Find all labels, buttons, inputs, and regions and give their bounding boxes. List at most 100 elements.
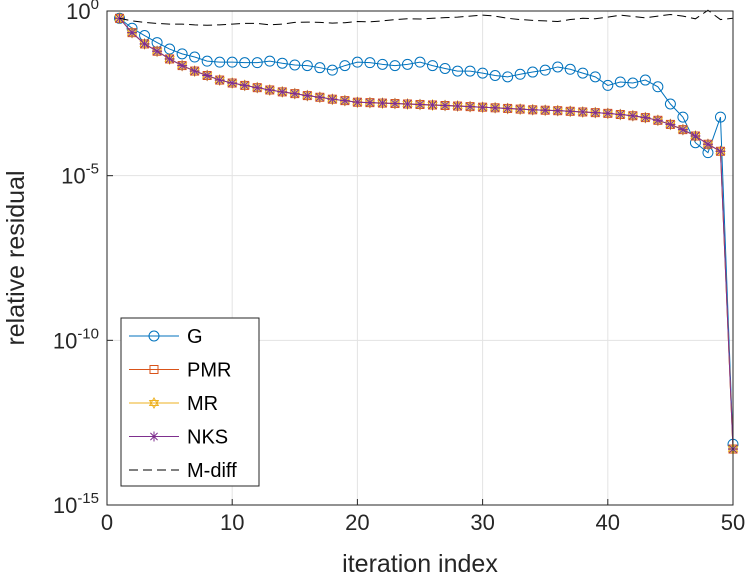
legend-label-g: G — [187, 326, 203, 348]
asterisk-d2 — [365, 98, 374, 107]
data-point-nks — [189, 66, 200, 77]
data-point-nks — [377, 98, 388, 109]
asterisk-d2 — [128, 28, 136, 37]
asterisk-d2 — [391, 99, 399, 108]
asterisk-d2 — [190, 67, 199, 76]
data-point-nks — [302, 90, 313, 101]
x-tick-label: 30 — [470, 510, 494, 535]
asterisk-d2 — [653, 116, 662, 125]
asterisk-d2 — [466, 102, 475, 111]
hexagram-down — [148, 400, 160, 410]
asterisk-d2 — [666, 120, 675, 129]
data-point-g — [714, 111, 726, 123]
data-point-nks — [640, 112, 651, 123]
asterisk-d2 — [353, 98, 362, 107]
data-point-g — [427, 60, 439, 72]
data-point-g — [564, 63, 576, 75]
data-point-nks — [552, 105, 563, 116]
data-point-nks — [227, 78, 238, 89]
series-line-g — [119, 17, 734, 445]
data-point-nks — [127, 27, 138, 38]
data-point-nks — [527, 104, 538, 115]
data-point-nks — [665, 119, 676, 130]
asterisk-d2 — [153, 47, 162, 56]
data-point-g — [214, 56, 226, 68]
legend-label-pmr: PMR — [187, 360, 231, 382]
asterisk-d2 — [678, 125, 687, 134]
data-point-nks — [239, 80, 250, 91]
data-point-g — [664, 98, 676, 110]
data-point-g — [552, 61, 564, 73]
data-point-g — [577, 67, 589, 79]
data-point-nks — [277, 86, 288, 97]
asterisk-d2 — [566, 107, 575, 116]
data-point-g — [627, 77, 639, 89]
series-layer — [114, 9, 739, 456]
asterisk-d2 — [716, 147, 725, 156]
asterisk-d2 — [378, 99, 387, 108]
x-axis-label: iteration index — [342, 550, 498, 578]
asterisk-d2 — [691, 132, 700, 140]
data-point-nks — [152, 46, 163, 57]
series-line-m-diff — [119, 9, 734, 26]
y-tick-exponent: -10 — [77, 325, 99, 342]
asterisk-d2 — [178, 61, 187, 70]
hexagram-up — [148, 396, 160, 406]
legend-label-mr: MR — [187, 393, 218, 415]
series-nks — [114, 13, 738, 455]
legend-label-nks: NKS — [187, 427, 228, 449]
data-point-nks — [164, 53, 175, 64]
asterisk-d2 — [253, 83, 262, 92]
y-tick-label: 10-5 — [61, 161, 99, 189]
asterisk-d2 — [578, 108, 587, 116]
y-tick-base: 10 — [61, 164, 85, 189]
data-point-g — [401, 58, 413, 70]
asterisk-d2 — [228, 79, 237, 87]
asterisk-d2 — [240, 81, 249, 90]
data-point-nks — [389, 98, 400, 109]
data-point-g — [414, 56, 426, 68]
asterisk-d2 — [616, 110, 625, 119]
data-point-g — [389, 60, 401, 72]
data-point-g — [289, 59, 301, 71]
data-point-nks — [602, 108, 613, 119]
data-point-g — [239, 57, 251, 69]
data-point-nks — [402, 99, 413, 110]
x-tick-label: 20 — [345, 510, 369, 535]
data-point-nks — [177, 60, 188, 71]
data-point-nks — [339, 95, 350, 106]
data-point-g — [264, 55, 276, 67]
data-point-nks — [702, 139, 713, 150]
data-point-nks — [465, 101, 476, 112]
asterisk-d2 — [441, 101, 449, 110]
data-point-nks — [440, 100, 451, 111]
asterisk-d2 — [478, 103, 487, 112]
data-point-nks — [327, 94, 338, 105]
data-point-nks — [202, 70, 213, 81]
legend-item-pmr: PMR — [129, 360, 231, 382]
asterisk-d2 — [140, 39, 149, 48]
asterisk-d2 — [303, 91, 312, 100]
legend-marker-mr — [148, 396, 160, 410]
data-point-g — [189, 51, 201, 63]
asterisk-d2 — [165, 54, 174, 63]
data-point-g — [677, 111, 689, 123]
asterisk-d2 — [528, 105, 537, 114]
data-point-g — [301, 60, 313, 72]
data-point-g — [652, 81, 664, 93]
asterisk-d2 — [516, 105, 525, 114]
data-point-nks — [415, 99, 425, 110]
asterisk-d2 — [203, 71, 212, 80]
data-point-nks — [502, 103, 513, 114]
data-point-g — [614, 76, 626, 88]
data-point-g — [314, 62, 326, 74]
legend: G PMR MR NKS M-diff — [120, 317, 260, 487]
y-tick-label: 100 — [66, 0, 99, 24]
asterisk-d2 — [340, 96, 349, 105]
data-point-nks — [352, 97, 363, 108]
legend-item-mr: MR — [129, 393, 218, 415]
data-point-nks — [577, 106, 588, 117]
data-point-nks — [627, 110, 638, 121]
